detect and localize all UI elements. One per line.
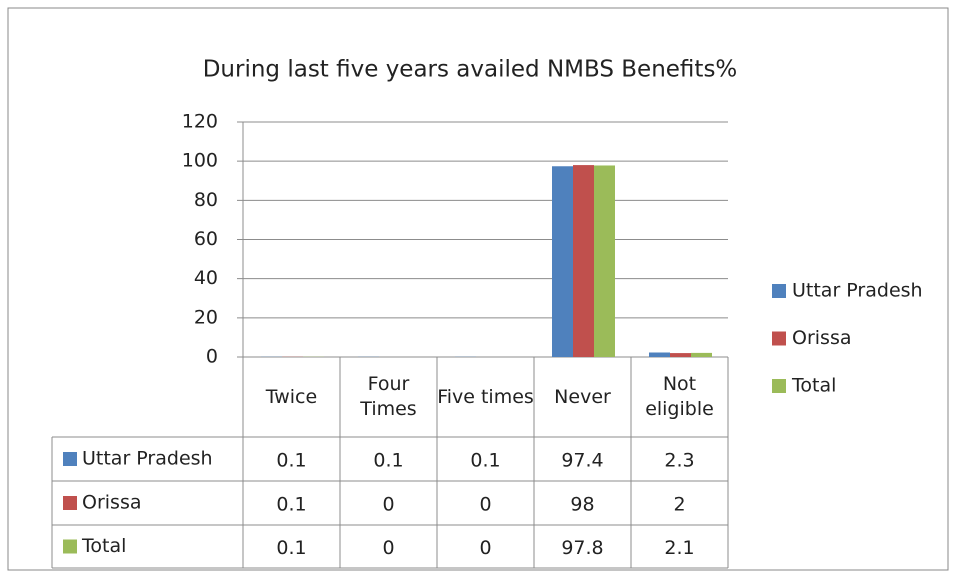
- legend-label: Uttar Pradesh: [792, 280, 923, 302]
- legend-label: Total: [791, 375, 836, 397]
- y-tick-label: 120: [182, 111, 218, 133]
- x-tick-label-box: Four Times: [360, 373, 417, 420]
- bar: [649, 352, 670, 357]
- table-cell: 2.1: [664, 537, 694, 559]
- x-tick-label-box: Never: [554, 385, 611, 408]
- y-tick-label: 60: [194, 228, 218, 250]
- table-legend-key: [63, 452, 77, 466]
- table-cell: 0.1: [373, 450, 403, 472]
- table-cell: 0.1: [276, 450, 306, 472]
- bar: [552, 166, 573, 357]
- bar: [691, 352, 712, 357]
- legend-label: Orissa: [792, 327, 852, 349]
- legend-key: [772, 331, 786, 346]
- table-cell: 97.4: [561, 450, 603, 472]
- y-tick-label: 100: [182, 150, 218, 172]
- table-row-label: Orissa: [82, 492, 142, 514]
- y-tick-label: 20: [194, 306, 218, 328]
- table-cell: 0: [382, 537, 394, 559]
- table-cell: 2.3: [664, 450, 694, 472]
- table-cell: 0: [479, 537, 491, 559]
- bar: [594, 165, 615, 357]
- x-tick-label: Five times: [437, 385, 534, 408]
- chart-border: [7, 7, 949, 571]
- table-cell: 97.8: [561, 537, 603, 559]
- x-tick-label: Not eligible: [645, 373, 714, 420]
- table-row-label: Uttar Pradesh: [82, 448, 213, 470]
- legend-key: [772, 379, 786, 393]
- table-cell: 0: [382, 494, 394, 516]
- legend-key: [772, 284, 786, 298]
- table-cell: 0: [479, 494, 491, 516]
- table-row-label: Total: [81, 535, 126, 557]
- table-cell: 0.1: [470, 450, 500, 472]
- x-tick-label-box: Five times: [437, 385, 534, 408]
- table-legend-key: [63, 539, 77, 554]
- x-tick-label: Never: [554, 385, 611, 408]
- y-tick-label: 80: [194, 189, 218, 211]
- x-tick-label: Twice: [265, 385, 318, 408]
- y-tick-label: 40: [194, 267, 218, 289]
- x-tick-label-box: Not eligible: [645, 373, 714, 420]
- chart-title: During last five years availed NMBS Bene…: [203, 57, 738, 83]
- x-tick-label: Four Times: [360, 373, 417, 420]
- bar: [573, 165, 594, 357]
- table-cell: 2: [673, 494, 685, 516]
- table-legend-key: [63, 496, 77, 510]
- table-cell: 0.1: [276, 537, 306, 559]
- table-cell: 98: [570, 494, 594, 516]
- table-cell: 0.1: [276, 494, 306, 516]
- y-tick-label: 0: [206, 346, 218, 368]
- x-tick-label-box: Twice: [265, 385, 318, 408]
- bar: [670, 353, 691, 357]
